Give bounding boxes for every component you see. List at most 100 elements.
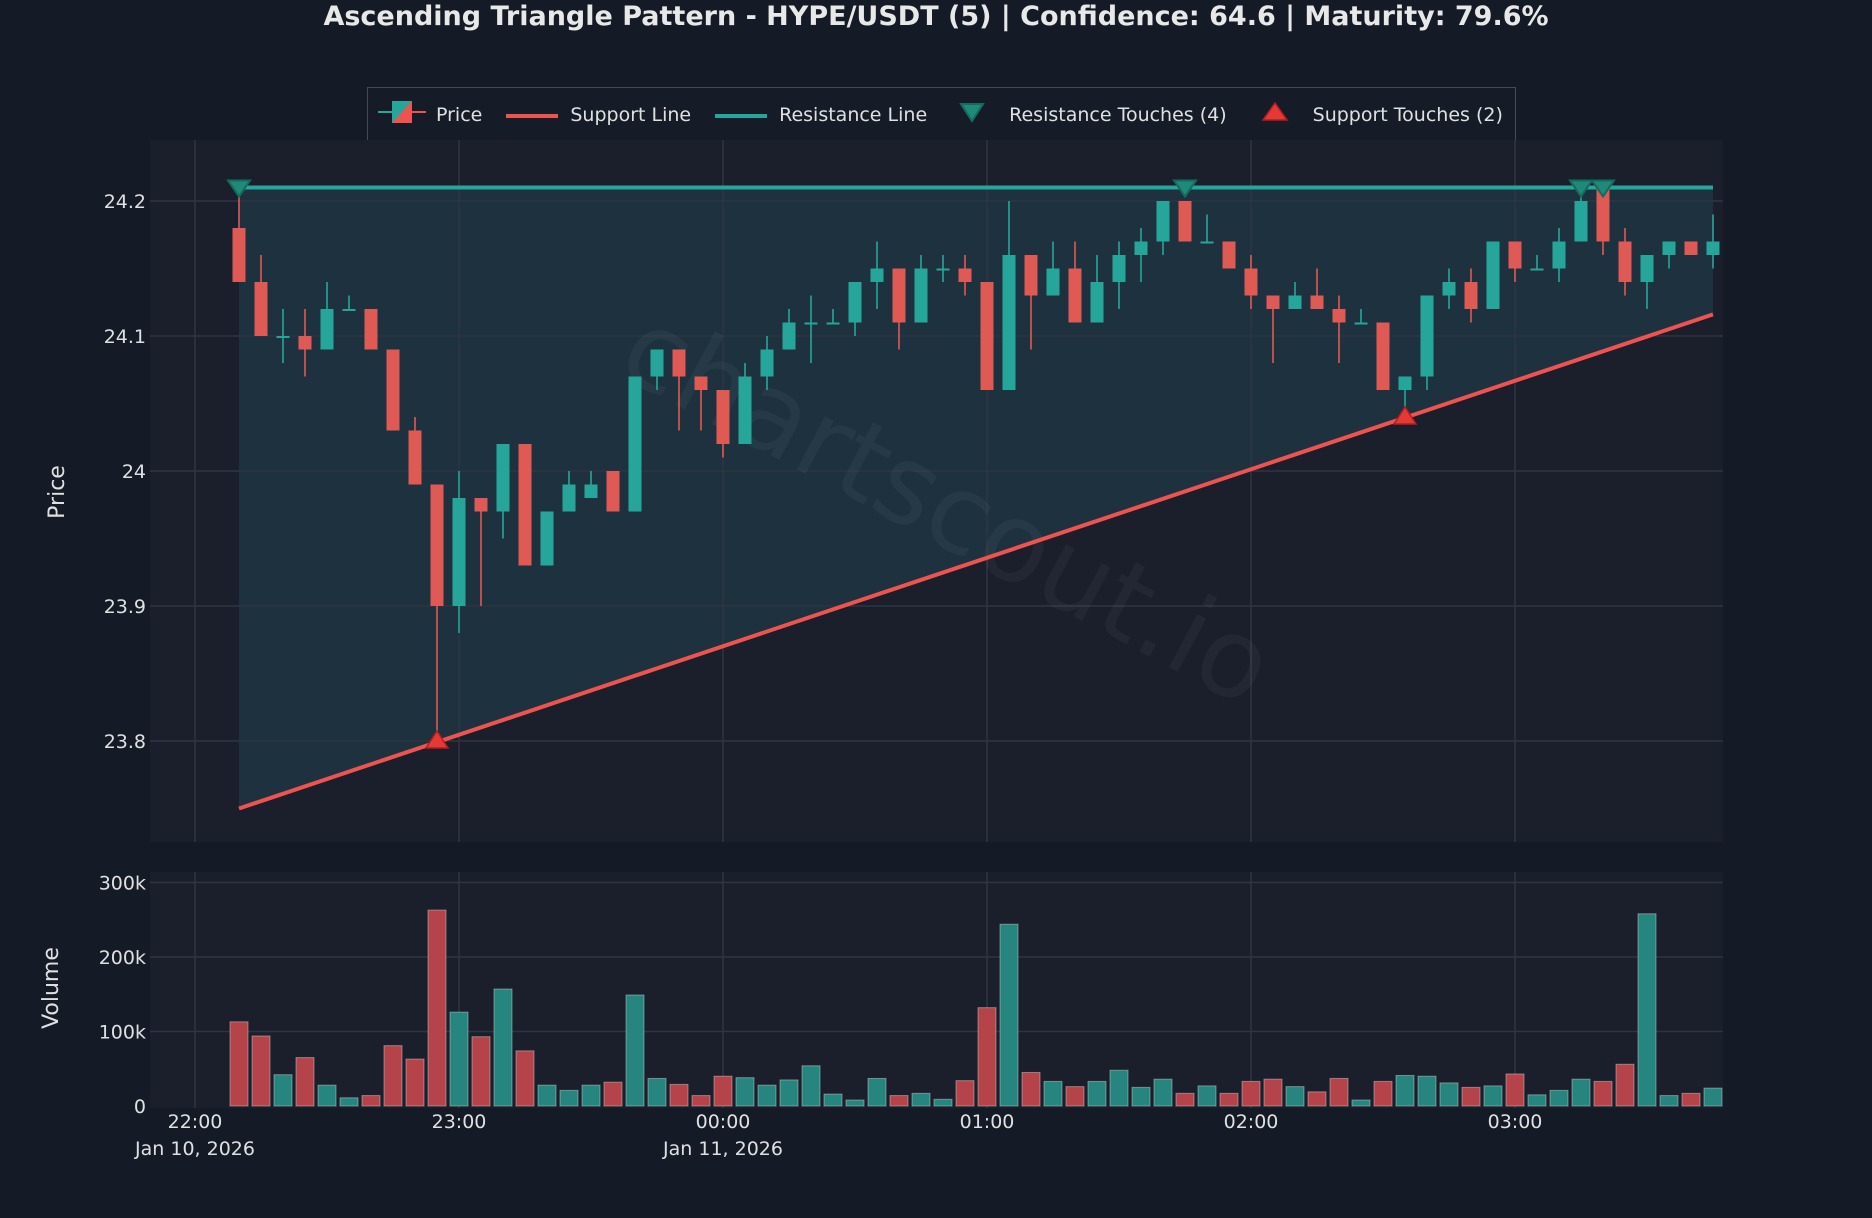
candle-body	[1112, 255, 1126, 282]
legend-label: Resistance Touches (4)	[1009, 103, 1227, 126]
volume-bar	[1043, 1080, 1063, 1107]
volume-bar	[1461, 1086, 1481, 1107]
volume-bar	[515, 1050, 535, 1107]
candle-body	[1288, 295, 1302, 309]
candle-body	[694, 376, 708, 390]
time-tick-label: 00:00	[696, 1111, 751, 1133]
candle-body	[672, 349, 686, 377]
candle	[804, 295, 818, 363]
volume-bar	[801, 1065, 821, 1107]
volume-bar	[1329, 1077, 1349, 1107]
candle-body	[1684, 241, 1698, 255]
candle	[870, 241, 884, 309]
candle	[936, 255, 950, 282]
volume-bar	[1219, 1092, 1239, 1107]
support-line	[238, 312, 1714, 811]
volume-bar	[1703, 1087, 1723, 1107]
candle	[254, 255, 268, 336]
candle-body	[1266, 295, 1280, 309]
candle	[760, 336, 774, 390]
volume-bar	[1483, 1085, 1503, 1107]
candle	[672, 349, 686, 431]
volume-bar	[493, 988, 513, 1107]
candle	[474, 498, 488, 606]
volume-bar	[1307, 1091, 1327, 1107]
candle	[1244, 255, 1258, 309]
volume-bar	[1065, 1086, 1085, 1107]
price-axis-title: Price	[45, 465, 70, 519]
candle	[738, 363, 752, 444]
triangle-down-icon	[959, 101, 985, 128]
candle-body	[1332, 309, 1346, 323]
candle	[562, 471, 576, 512]
candle-body	[1244, 268, 1258, 296]
price-tick-label: 23.9	[104, 596, 146, 618]
volume-bar	[735, 1077, 755, 1107]
date-tick-label: Jan 10, 2026	[134, 1138, 255, 1160]
candle	[1024, 255, 1038, 350]
candle-body	[430, 484, 444, 606]
time-tick-label: 02:00	[1224, 1111, 1279, 1133]
volume-bar	[559, 1089, 579, 1107]
chart-title: Ascending Triangle Pattern - HYPE/USDT (…	[323, 1, 1549, 32]
candle	[1420, 295, 1434, 390]
candle-body	[1398, 376, 1412, 390]
legend-item-price[interactable]: Price	[378, 100, 482, 129]
candle-body	[738, 376, 752, 444]
candle	[1090, 255, 1104, 323]
volume-bar	[471, 1036, 491, 1107]
legend-item-resistance-line[interactable]: Resistance Line	[713, 104, 927, 126]
candle-body	[1200, 241, 1214, 244]
candle	[958, 255, 972, 296]
volume-bar	[1373, 1080, 1393, 1107]
candle-body	[958, 268, 972, 282]
candle	[606, 471, 620, 512]
volume-bar	[779, 1079, 799, 1107]
legend-label: Resistance Line	[779, 103, 928, 126]
legend-item-resistance-touches[interactable]: Resistance Touches (4)	[949, 101, 1227, 128]
volume-bar	[867, 1077, 887, 1107]
candle	[408, 417, 422, 485]
candle	[540, 511, 554, 566]
candle-body	[1574, 201, 1588, 242]
legend-item-support-touches[interactable]: Support Touches (2)	[1249, 101, 1503, 128]
candle-body	[1464, 282, 1478, 309]
candle	[518, 444, 532, 566]
candle-body	[452, 498, 466, 606]
candle	[1222, 241, 1236, 269]
resistance-touch-marker	[226, 179, 252, 199]
volume-tick-label: 100k	[99, 1022, 146, 1044]
candle	[1486, 241, 1500, 309]
volume-tick-label: 300k	[99, 873, 146, 895]
support-touch-marker	[1392, 405, 1418, 425]
volume-bar	[1417, 1075, 1437, 1107]
volume-bar	[1087, 1080, 1107, 1107]
volume-bar	[1571, 1078, 1591, 1107]
volume-bar	[1021, 1071, 1041, 1107]
candle	[650, 349, 664, 390]
candle-body	[276, 336, 290, 338]
volume-bar	[427, 909, 447, 1107]
volume-bar	[823, 1093, 843, 1107]
candle	[276, 309, 290, 363]
candlestick-icon	[378, 100, 426, 129]
legend-item-support-line[interactable]: Support Line	[504, 104, 691, 126]
volume-bar	[691, 1095, 711, 1107]
candle	[1046, 241, 1060, 296]
volume-bar	[713, 1075, 733, 1107]
volume-bar	[1505, 1073, 1525, 1107]
volume-bar	[1153, 1078, 1173, 1107]
candle	[1662, 241, 1676, 269]
volume-tick-label: 200k	[99, 947, 146, 969]
candle	[1156, 201, 1170, 255]
volume-bar	[1197, 1085, 1217, 1107]
time-tick-label: 22:00	[168, 1111, 223, 1133]
candle	[1200, 214, 1214, 244]
candle	[826, 309, 840, 325]
candle-body	[606, 471, 620, 512]
candle-body	[1046, 268, 1060, 296]
candle-body	[474, 498, 488, 512]
teal-line-icon	[713, 104, 769, 126]
volume-bar	[339, 1097, 359, 1107]
